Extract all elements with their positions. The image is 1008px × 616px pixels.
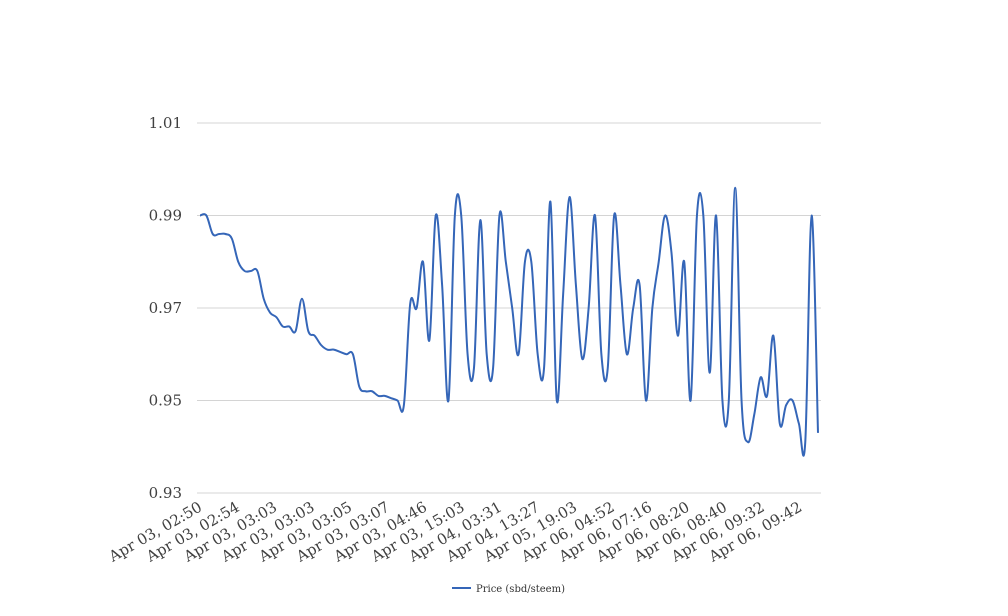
y-tick-label: 1.01 [149, 114, 182, 132]
series-lines [199, 186, 819, 457]
y-tick-label: 0.99 [149, 207, 182, 225]
legend-label: Price (sbd/steem) [476, 584, 565, 595]
y-tick-label: 0.97 [149, 299, 182, 317]
gridlines [197, 122, 821, 494]
y-axis-tick-labels: 0.93 0.95 0.97 0.99 1.01 [149, 114, 182, 502]
y-tick-label: 0.93 [149, 484, 182, 502]
legend: Price (sbd/steem) [452, 584, 565, 595]
series-line-0 [199, 186, 819, 457]
y-tick-label: 0.95 [149, 392, 182, 410]
